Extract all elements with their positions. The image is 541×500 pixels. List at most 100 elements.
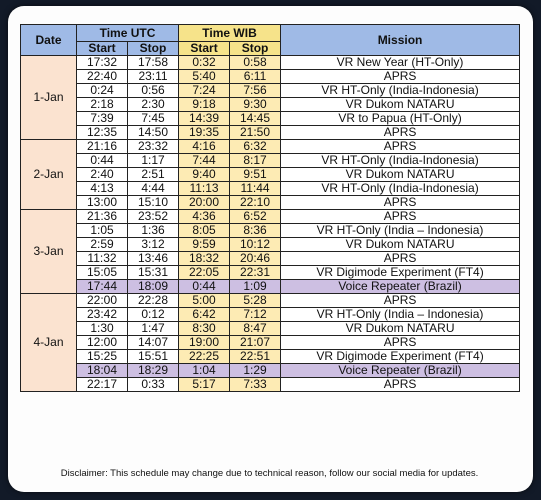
wib-stop-cell: 9:51 [229, 167, 282, 182]
schedule-row: 1:30 1:47 8:30 8:47 VR Dukom NATARU [21, 321, 521, 336]
mission-cell: APRS [280, 125, 521, 140]
utc-stop-cell: 17:58 [126, 55, 180, 70]
mission-cell: VR New Year (HT-Only) [280, 55, 521, 70]
utc-stop-cell: 4:44 [126, 181, 180, 196]
schedule-row: 3-Jan 21:36 23:52 4:36 6:52 APRS [20, 209, 521, 294]
utc-start-cell: 11:32 [76, 251, 128, 266]
header-utc-stop: Stop [126, 41, 180, 56]
mission-cell: VR HT-Only (India-Indonesia) [280, 181, 521, 196]
header-wib-start: Start [178, 41, 231, 56]
wib-stop-cell: 21:07 [229, 335, 282, 350]
utc-stop-cell: 0:33 [126, 377, 180, 392]
date-cell: 3-Jan [20, 209, 77, 294]
wib-start-cell: 18:32 [178, 251, 231, 266]
wib-stop-cell: 11:44 [229, 181, 282, 196]
disclaimer: Disclaimer: This schedule may change due… [60, 468, 479, 479]
utc-stop-cell: 15:51 [126, 349, 180, 364]
wib-start-cell: 20:00 [178, 195, 231, 210]
wib-start-cell: 1:04 [178, 363, 231, 378]
schedule-row: 1:05 1:36 8:05 8:36 VR HT-Only (India – Indo… [21, 223, 521, 238]
utc-start-cell: 0:44 [76, 153, 128, 168]
wib-stop-cell: 14:45 [229, 111, 282, 126]
utc-stop-cell: 3:12 [126, 237, 180, 252]
mission-cell: APRS [280, 69, 521, 84]
wib-start-cell: 5:00 [178, 293, 231, 308]
utc-start-cell: 22:00 [76, 293, 128, 308]
wib-stop-cell: 7:12 [229, 307, 282, 322]
wib-stop-cell: 8:17 [229, 153, 282, 168]
utc-start-cell: 2:59 [76, 237, 128, 252]
schedule-row: 0:44 1:17 7:44 8:17 VR HT-Only (India-Indone… [21, 153, 521, 168]
schedule-row: 1-Jan 17:32 17:58 0:32 0:58 VR New Year (HT-O… [20, 55, 521, 140]
mission-cell: APRS [280, 293, 521, 308]
header-time-utc: Time UTC [75, 24, 180, 42]
utc-start-cell: 22:40 [76, 69, 128, 84]
wib-start-cell: 6:42 [178, 307, 231, 322]
date-cell: 1-Jan [20, 55, 77, 140]
wib-stop-cell: 7:33 [229, 377, 282, 392]
mission-cell: APRS [280, 209, 521, 224]
mission-cell: VR HT-Only (India-Indonesia) [280, 153, 521, 168]
wib-start-cell: 11:13 [178, 181, 231, 196]
utc-start-cell: 2:40 [76, 167, 128, 182]
utc-start-cell: 4:13 [76, 181, 128, 196]
mission-cell: VR Digimode Experiment (FT4) [280, 349, 521, 364]
mission-cell: VR Dukom NATARU [280, 321, 521, 336]
header-date: Date [20, 24, 77, 56]
utc-start-cell: 2:18 [76, 97, 128, 112]
wib-start-cell: 22:05 [178, 265, 231, 280]
wib-stop-cell: 8:36 [229, 223, 282, 238]
wib-start-cell: 7:44 [178, 153, 231, 168]
wib-stop-cell: 1:09 [229, 279, 282, 294]
schedule-row: 7:39 7:45 14:39 14:45 VR to Papua (HT-Only) [21, 111, 521, 126]
mission-cell: VR Dukom NATARU [280, 97, 521, 112]
wib-stop-cell: 10:12 [229, 237, 282, 252]
utc-stop-cell: 18:29 [126, 363, 180, 378]
utc-stop-cell: 2:51 [126, 167, 180, 182]
utc-start-cell: 21:36 [76, 209, 128, 224]
mission-cell: VR Dukom NATARU [280, 167, 521, 182]
utc-stop-cell: 1:47 [126, 321, 180, 336]
utc-stop-cell: 7:45 [126, 111, 180, 126]
schedule-row: 4-Jan 22:00 22:28 5:00 5:28 APRS [20, 293, 521, 392]
utc-start-cell: 17:32 [76, 55, 128, 70]
mission-cell: APRS [280, 195, 521, 210]
schedule-row: 22:17 0:33 5:17 7:33 APRS [21, 377, 521, 392]
schedule-row: 12:00 14:07 19:00 21:07 APRS [21, 335, 521, 350]
wib-stop-cell: 22:10 [229, 195, 282, 210]
schedule-row: 2:18 2:30 9:18 9:30 VR Dukom NATARU [21, 97, 521, 112]
utc-stop-cell: 23:11 [126, 69, 180, 84]
schedule-row: 2:40 2:51 9:40 9:51 VR Dukom NATARU [21, 167, 521, 182]
utc-start-cell: 1:30 [76, 321, 128, 336]
utc-start-cell: 17:44 [76, 279, 128, 294]
wib-stop-cell: 7:56 [229, 83, 282, 98]
mission-cell: APRS [280, 251, 521, 266]
utc-stop-cell: 15:31 [126, 265, 180, 280]
utc-start-cell: 12:00 [76, 335, 128, 350]
wib-stop-cell: 9:30 [229, 97, 282, 112]
utc-start-cell: 13:00 [76, 195, 128, 210]
utc-stop-cell: 1:17 [126, 153, 180, 168]
utc-start-cell: 15:25 [76, 349, 128, 364]
schedule-row: 4:13 4:44 11:13 11:44 VR HT-Only (India-Indo… [21, 181, 521, 196]
wib-start-cell: 0:32 [178, 55, 231, 70]
wib-start-cell: 9:59 [178, 237, 231, 252]
utc-stop-cell: 0:56 [126, 83, 180, 98]
utc-stop-cell: 0:12 [126, 307, 180, 322]
schedule-row: 15:05 15:31 22:05 22:31 VR Digimode Experime… [21, 265, 521, 280]
wib-start-cell: 8:05 [178, 223, 231, 238]
wib-stop-cell: 22:31 [229, 265, 282, 280]
wib-stop-cell: 6:11 [229, 69, 282, 84]
wib-stop-cell: 5:28 [229, 293, 282, 308]
utc-stop-cell: 15:10 [126, 195, 180, 210]
mission-cell: Voice Repeater (Brazil) [280, 279, 521, 294]
header-time-wib: Time WIB [178, 24, 282, 42]
schedule-row: 23:42 0:12 6:42 7:12 VR HT-Only (India – Ind… [21, 307, 521, 322]
wib-stop-cell: 8:47 [229, 321, 282, 336]
utc-stop-cell: 1:36 [126, 223, 180, 238]
schedule-row: 22:40 23:11 5:40 6:11 APRS [21, 69, 521, 84]
wib-start-cell: 4:16 [178, 139, 231, 154]
utc-start-cell: 22:17 [76, 377, 128, 392]
mission-cell: APRS [280, 335, 521, 350]
utc-stop-cell: 22:28 [126, 293, 180, 308]
